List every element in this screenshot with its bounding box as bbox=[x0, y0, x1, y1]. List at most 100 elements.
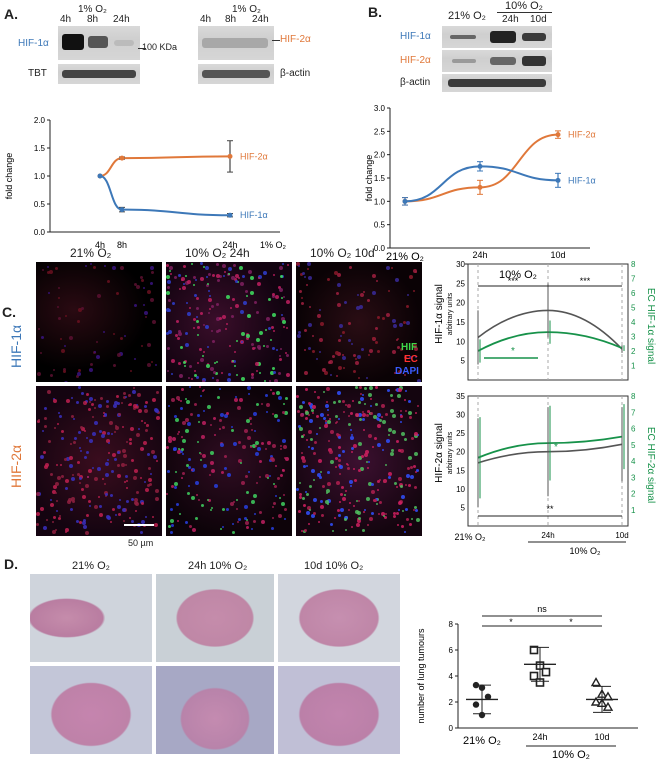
panel-c-label: C. bbox=[2, 304, 16, 320]
micrograph-cell bbox=[134, 498, 138, 502]
micrograph-cell bbox=[286, 354, 289, 357]
micrograph-cell bbox=[117, 464, 120, 467]
micrograph-cell bbox=[197, 441, 199, 443]
micrograph-cell bbox=[133, 387, 135, 389]
micrograph-cell bbox=[86, 437, 88, 439]
sig-label: *** bbox=[580, 276, 591, 286]
micrograph-cell bbox=[314, 391, 316, 393]
chart-a: 0.0 0.5 1.0 1.5 2.0 fold change HIF-2α HIF-1α 4h… bbox=[4, 116, 287, 250]
micrograph-cell bbox=[266, 411, 268, 413]
blot-a-hif1 bbox=[58, 26, 140, 60]
micrograph-cell bbox=[270, 339, 272, 341]
data-point bbox=[97, 173, 103, 179]
micrograph-cell bbox=[350, 436, 354, 440]
micrograph-cell bbox=[337, 391, 341, 395]
micrograph-cell bbox=[415, 509, 418, 512]
micrograph-cell bbox=[55, 482, 59, 486]
micrograph-cell bbox=[382, 449, 384, 451]
micrograph-cell bbox=[377, 424, 381, 428]
micrograph-cell bbox=[216, 317, 220, 321]
micrograph-cell bbox=[170, 508, 173, 511]
micrograph-cell bbox=[363, 429, 365, 431]
micrograph-cell bbox=[325, 404, 329, 408]
micrograph-cell bbox=[329, 450, 333, 454]
micrograph-cell bbox=[357, 294, 359, 296]
micrograph-cell bbox=[203, 351, 205, 353]
micrograph-cell bbox=[181, 436, 183, 438]
micrograph-cell bbox=[242, 445, 246, 449]
micrograph-cell bbox=[64, 458, 67, 461]
micrograph-cell bbox=[187, 312, 191, 316]
micrograph-cell bbox=[266, 345, 269, 348]
micrograph-cell bbox=[94, 407, 96, 409]
micrograph-cell bbox=[263, 271, 267, 275]
micrograph-cell bbox=[197, 414, 200, 417]
micrograph-cell bbox=[147, 484, 150, 487]
micrograph-cell bbox=[173, 447, 177, 451]
micrograph-cell bbox=[388, 434, 390, 436]
blot-a-bactin-label: β-actin bbox=[280, 68, 311, 79]
y2-axis-title: EC HIF-1α signal bbox=[645, 288, 656, 364]
micrograph-cell bbox=[140, 276, 143, 279]
micrograph-cell bbox=[301, 435, 304, 438]
micrograph-cell bbox=[113, 404, 117, 408]
micrograph-cell bbox=[140, 531, 143, 534]
micrograph-cell bbox=[235, 274, 239, 278]
micrograph-cell bbox=[273, 274, 275, 276]
x-tick-label: 8h bbox=[117, 240, 127, 250]
micrograph-cell bbox=[90, 263, 92, 265]
micrograph-cell bbox=[235, 396, 237, 398]
micrograph-cell bbox=[279, 266, 283, 270]
micrograph-cell bbox=[77, 320, 80, 323]
micrograph-cell bbox=[321, 514, 324, 517]
micrograph-cell bbox=[397, 524, 399, 526]
y2-tick-label: 6 bbox=[631, 425, 636, 434]
micrograph-cell bbox=[353, 505, 355, 507]
y-tick-label: 5 bbox=[461, 503, 466, 512]
micrograph-cell bbox=[191, 469, 193, 471]
micrograph-cell bbox=[307, 268, 309, 270]
micrograph-cell bbox=[58, 287, 60, 289]
micrograph-cell bbox=[115, 426, 119, 430]
micrograph-cell bbox=[270, 455, 273, 458]
micrograph-cell bbox=[226, 508, 229, 511]
micrograph-cell bbox=[129, 403, 132, 406]
micrograph-cell bbox=[168, 330, 172, 334]
micrograph-cell bbox=[407, 294, 409, 296]
micrograph-cell bbox=[174, 482, 178, 486]
micrograph-cell bbox=[237, 406, 241, 410]
micrograph-cell bbox=[366, 461, 368, 463]
micrograph-cell bbox=[208, 290, 210, 292]
micrograph-cell bbox=[52, 530, 56, 534]
blot-b-hif2-label: HIF-2α bbox=[400, 55, 431, 66]
micrograph-cell bbox=[61, 437, 64, 440]
micrograph-cell bbox=[296, 395, 299, 398]
micrograph-cell bbox=[128, 394, 131, 397]
micrograph-cell bbox=[202, 355, 204, 357]
micrograph-cell bbox=[44, 417, 47, 420]
micrograph-cell bbox=[363, 291, 365, 293]
micrograph-cell bbox=[306, 465, 308, 467]
micrograph-cell bbox=[71, 415, 74, 418]
micrograph-cell bbox=[308, 323, 312, 327]
micrograph-cell bbox=[241, 332, 245, 336]
micrograph-cell bbox=[120, 266, 124, 270]
micrograph-cell bbox=[54, 427, 56, 429]
y-tick-label: 2.0 bbox=[34, 116, 46, 125]
micrograph-cell bbox=[367, 299, 370, 302]
micrograph-cell bbox=[343, 411, 345, 413]
micrograph-cell bbox=[49, 270, 53, 274]
micrograph-cell bbox=[219, 428, 221, 430]
micrograph-cell bbox=[178, 332, 182, 336]
micrograph-cell bbox=[247, 436, 251, 440]
micrograph-cell bbox=[134, 501, 138, 505]
micrograph-cell bbox=[69, 336, 73, 340]
micrograph-cell bbox=[229, 345, 231, 347]
micrograph-cell bbox=[255, 445, 257, 447]
micrograph-cell bbox=[79, 447, 81, 449]
micrograph-cell bbox=[94, 477, 98, 481]
micrograph-cell bbox=[246, 519, 248, 521]
micrograph-cell bbox=[194, 403, 197, 406]
micrograph-cell bbox=[179, 288, 181, 290]
micrograph-cell bbox=[43, 526, 47, 530]
